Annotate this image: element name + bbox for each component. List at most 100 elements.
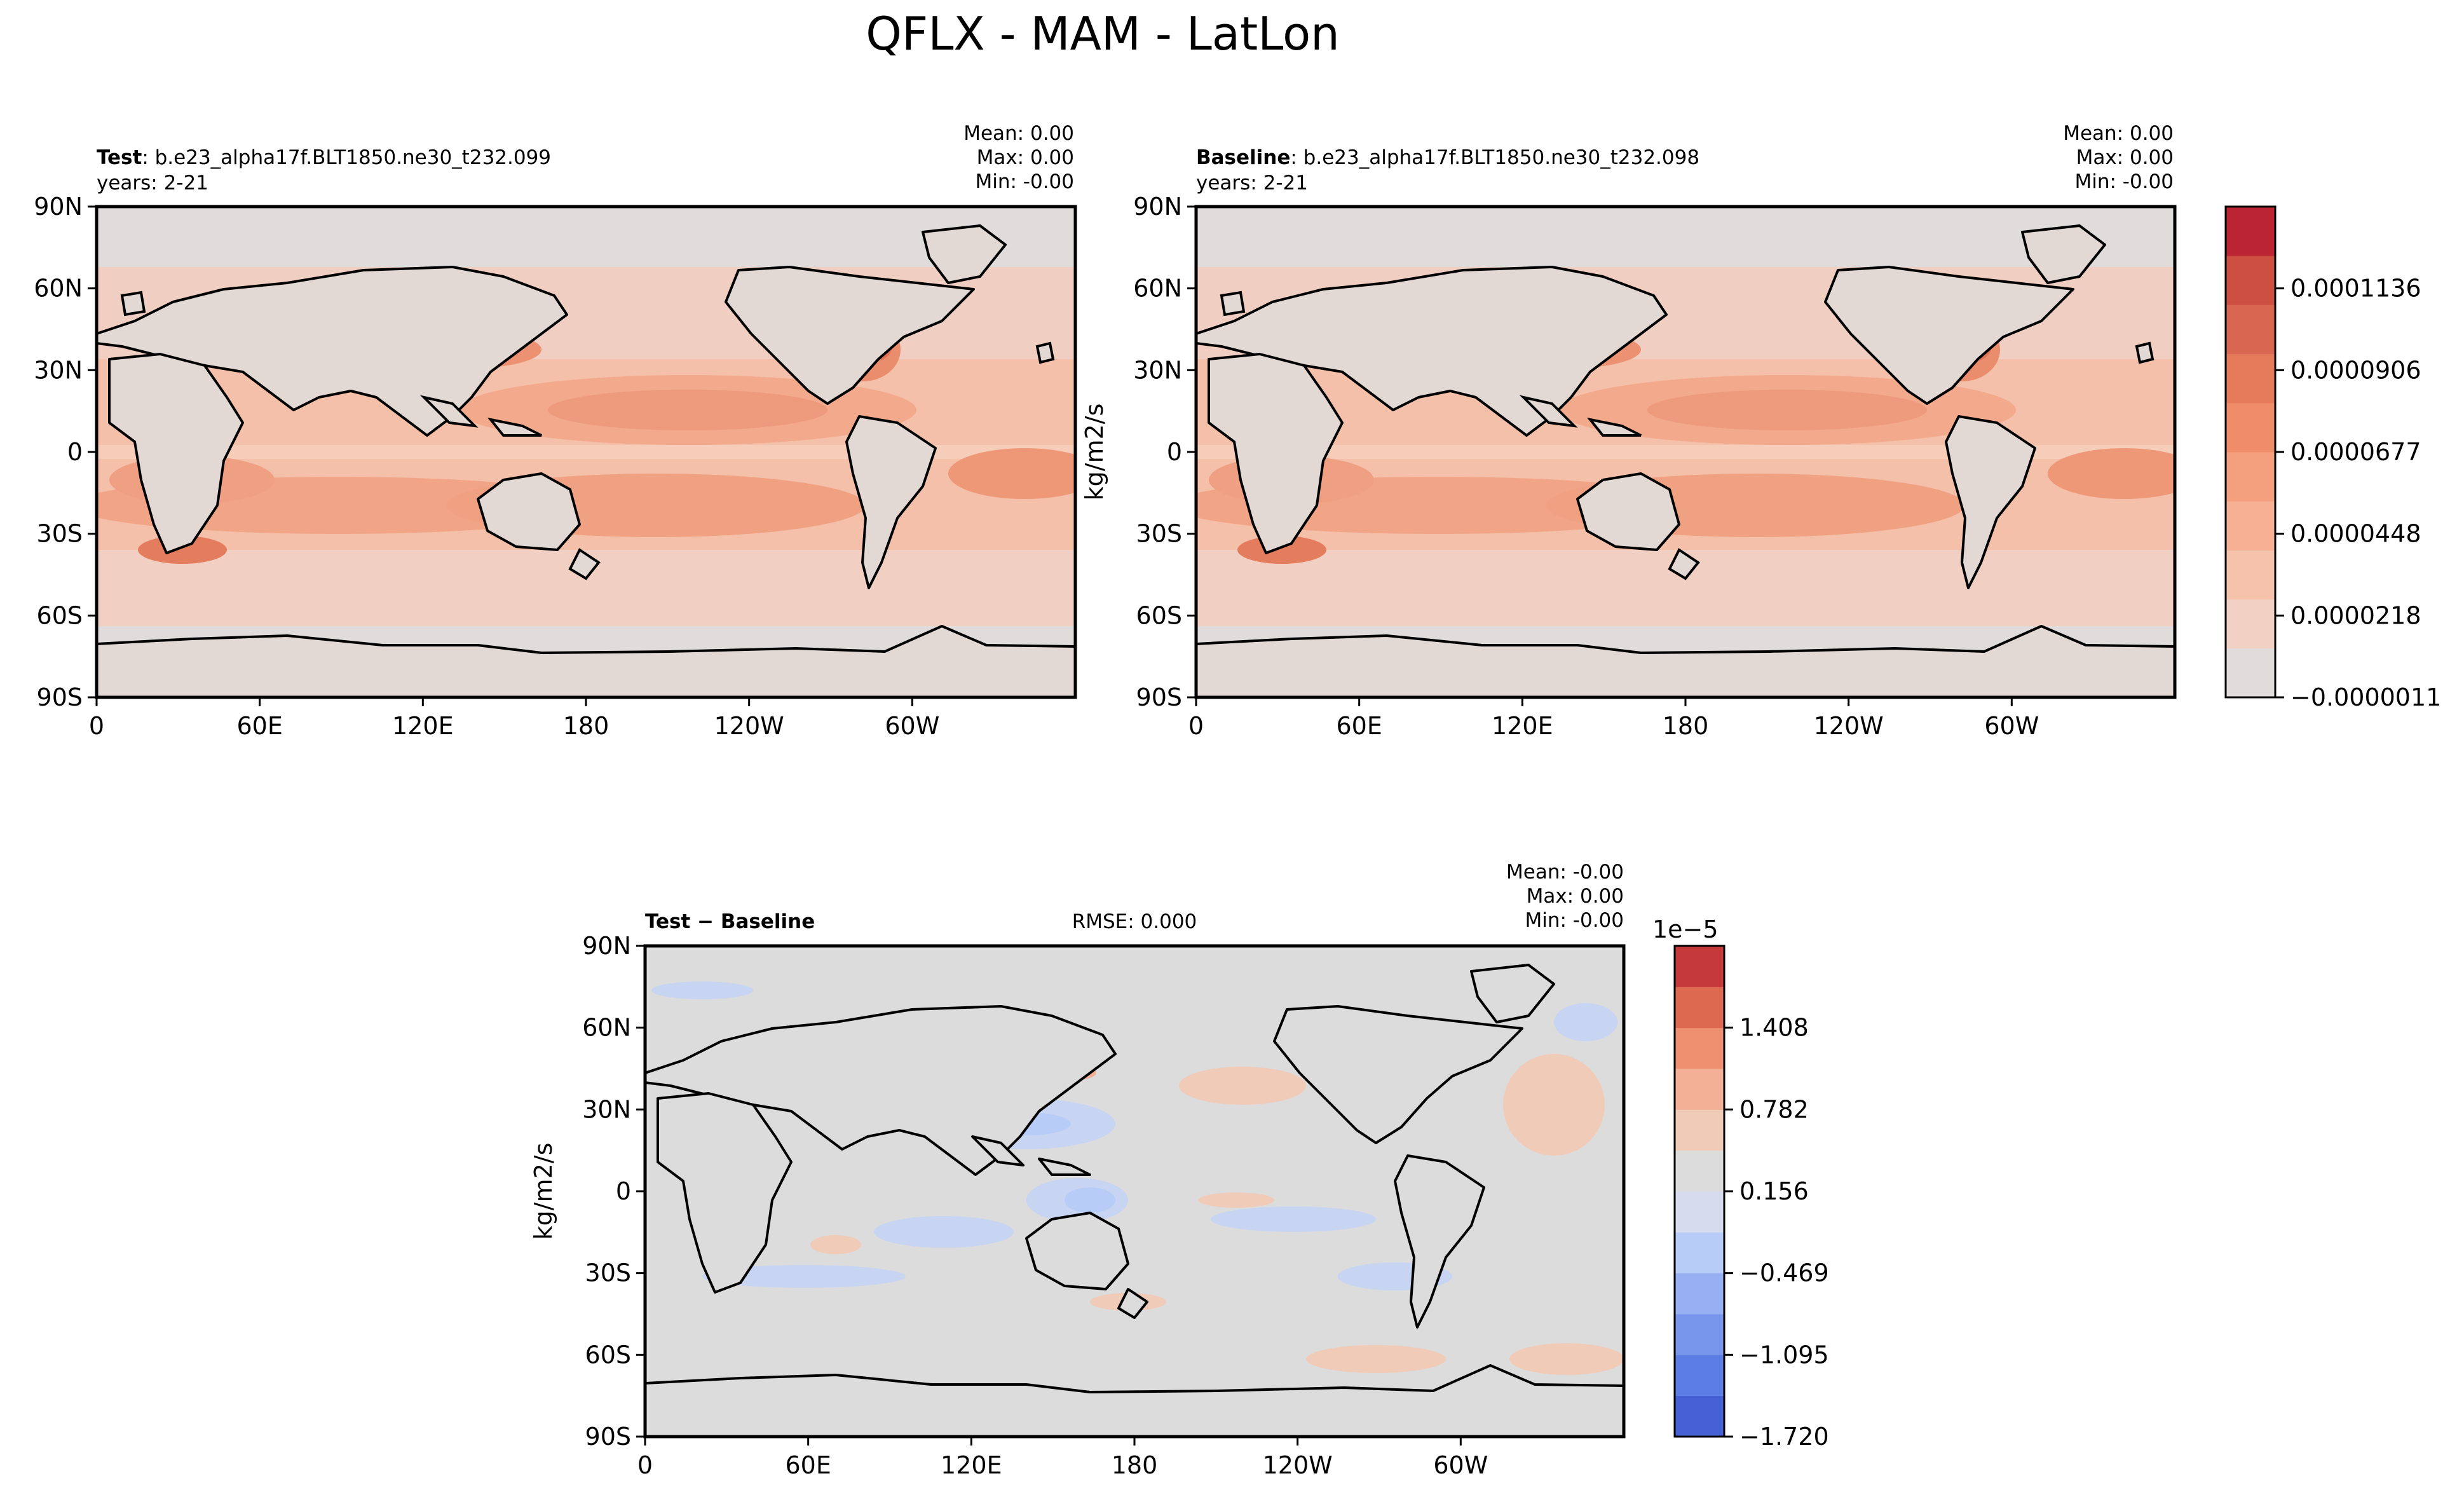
panel-baseline-label: Baseline: b.e23_alpha17f.BLT1850.ne30_t2… — [1196, 146, 1699, 169]
panel-baseline-ytick-label: 60N — [1133, 275, 1182, 303]
panel-diff-ytick-label: 0 — [616, 1177, 631, 1205]
colorbar-bottom-segment — [1675, 987, 1724, 1029]
panel-baseline-ytick-label: 30S — [1136, 520, 1182, 548]
panel-baseline-ytick-label: 60S — [1136, 601, 1182, 629]
panel-baseline-ytick-label: 90S — [1136, 683, 1182, 711]
panel-diff-xtick-label: 60W — [1433, 1451, 1488, 1479]
panel-diff-ylabel: kg/m2/s — [529, 1143, 557, 1240]
colorbar-bottom-tick-label: −0.469 — [1739, 1259, 1829, 1287]
panel-diff-min: Min: -0.00 — [1525, 909, 1624, 932]
panel-test-ytick-label: 60N — [34, 275, 83, 303]
panel-baseline-xtick-label: 60E — [1336, 712, 1382, 740]
panel-baseline-mean: Mean: 0.00 — [2063, 122, 2174, 145]
colorbar-top-segment — [2226, 207, 2275, 256]
panel-test-ytick-label: 60S — [37, 601, 83, 629]
colorbar-top-segment — [2226, 599, 2275, 649]
panel-diff-ytick-label: 90N — [582, 932, 631, 960]
colorbar-bottom: 1e−5 1.408 0.782 0.156 −0.469 −1.095 −1.720 — [1652, 915, 1829, 1451]
panel-diff-xtick-label: 180 — [1112, 1451, 1158, 1479]
panel-baseline-ytick-label: 30N — [1133, 356, 1182, 384]
panel-test-ytick-label: 30S — [37, 520, 83, 548]
panel-baseline-label-bold: Baseline — [1196, 146, 1290, 169]
colorbar-top-segment — [2226, 550, 2275, 600]
colorbar-top-segment — [2226, 402, 2275, 453]
panel-test-xtick-label: 120W — [714, 712, 784, 740]
colorbar-bottom-segment — [1675, 946, 1724, 987]
panel-diff-max: Max: 0.00 — [1527, 885, 1624, 908]
panel-test-ytick-label: 90N — [34, 193, 83, 221]
panel-diff-xtick-label: 0 — [637, 1451, 653, 1479]
colorbar-bottom-segment — [1675, 1027, 1724, 1069]
colorbar-top-segment — [2226, 256, 2275, 305]
panel-baseline-xtick-label: 0 — [1188, 712, 1204, 740]
panel-baseline-map — [1196, 207, 2175, 697]
panel-test-mean: Mean: 0.00 — [963, 122, 1074, 145]
panel-baseline-min: Min: -0.00 — [2074, 170, 2174, 193]
panel-baseline-xtick-label: 120W — [1814, 712, 1884, 740]
panel-test-xtick-label: 60E — [236, 712, 282, 740]
colorbar-bottom-tick-label: −1.720 — [1739, 1423, 1829, 1451]
panel-diff-label: Test − Baseline — [645, 910, 815, 933]
panel-test: Test: b.e23_alpha17f.BLT1850.ne30_t232.0… — [34, 122, 1077, 740]
colorbar-top-tick-label: 0.0001136 — [2290, 275, 2421, 303]
colorbar-top-tick-label: 0.0000448 — [2290, 520, 2421, 548]
colorbar-bottom-segment — [1675, 1150, 1724, 1192]
panel-test-min: Min: -0.00 — [975, 170, 1074, 193]
figure-title: QFLX - MAM - LatLon — [866, 7, 1340, 60]
panel-test-map — [97, 207, 1075, 697]
panel-baseline-ytick-label: 90N — [1133, 193, 1182, 221]
panel-diff: Test − Baseline RMSE: 0.000 Mean: -0.00 … — [529, 861, 1626, 1479]
panel-baseline-ytick-label: 0 — [1167, 438, 1182, 466]
colorbar-top: 0.0001136 0.0000906 0.0000677 0.0000448 0.00… — [2224, 205, 2441, 711]
panel-baseline-xtick-label: 120E — [1492, 712, 1553, 740]
colorbar-top-tick-label: −0.0000011 — [2290, 683, 2441, 711]
colorbar-top-tick-label: 0.0000218 — [2290, 601, 2421, 629]
panel-test-max: Max: 0.00 — [977, 146, 1074, 169]
colorbar-top-segment — [2226, 304, 2275, 355]
colorbar-bottom-tick-label: 1.408 — [1739, 1014, 1809, 1042]
panel-diff-xtick-label: 120W — [1263, 1451, 1333, 1479]
panel-test-xtick-label: 0 — [89, 712, 104, 740]
colorbar-bottom-segment — [1675, 1232, 1724, 1274]
panel-diff-ytick-label: 60S — [585, 1341, 631, 1369]
panel-test-label-rest: : b.e23_alpha17f.BLT1850.ne30_t232.099 — [142, 146, 551, 169]
colorbar-top-segment — [2226, 648, 2275, 698]
colorbar-bottom-segment — [1675, 1109, 1724, 1151]
panel-diff-axes: 0 60E 120E 180 120W 60W 90N 60N 30N 0 30S 60S 90S — [582, 932, 1488, 1479]
colorbar-top-segment — [2226, 452, 2275, 502]
panel-test-xtick-label: 180 — [563, 712, 609, 740]
colorbar-bottom-tick-label: 0.782 — [1739, 1095, 1809, 1123]
panel-baseline-max: Max: 0.00 — [2076, 146, 2174, 169]
panel-diff-xtick-label: 120E — [941, 1451, 1002, 1479]
panel-diff-ytick-label: 30N — [582, 1095, 631, 1123]
panel-diff-ytick-label: 60N — [582, 1014, 631, 1042]
colorbar-top-tick-label: 0.0000677 — [2290, 438, 2421, 466]
panel-test-ytick-label: 0 — [67, 438, 83, 466]
colorbar-top-tick-label: 0.0000906 — [2290, 356, 2421, 384]
colorbar-bottom-tick-label: −1.095 — [1739, 1341, 1829, 1369]
panel-baseline-xtick-label: 180 — [1663, 712, 1709, 740]
panel-diff-mean: Mean: -0.00 — [1506, 861, 1624, 884]
panel-test-years: years: 2-21 — [97, 172, 208, 195]
colorbar-bottom-segment — [1675, 1314, 1724, 1355]
colorbar-bottom-tick-label: 0.156 — [1739, 1177, 1809, 1205]
panel-baseline-ylabel: kg/m2/s — [1080, 404, 1108, 501]
colorbar-bottom-segment — [1675, 1395, 1724, 1437]
panel-test-ytick-label: 30N — [34, 356, 83, 384]
panel-baseline-label-rest: : b.e23_alpha17f.BLT1850.ne30_t232.098 — [1290, 146, 1699, 169]
panel-test-xtick-label: 60W — [885, 712, 939, 740]
panel-baseline-axes: 0 60E 120E 180 120W 60W 90N 60N 30N 0 30S 60S 90S — [1133, 193, 2039, 740]
colorbar-bottom-segment — [1675, 1273, 1724, 1315]
panel-diff-map — [645, 946, 1624, 1437]
panel-test-ytick-label: 90S — [37, 683, 83, 711]
panel-test-label-bold: Test — [97, 146, 142, 169]
colorbar-top-segment — [2226, 501, 2275, 550]
panel-baseline-years: years: 2-21 — [1196, 172, 1308, 195]
colorbar-bottom-segment — [1675, 1191, 1724, 1233]
panel-test-label: Test: b.e23_alpha17f.BLT1850.ne30_t232.0… — [97, 146, 551, 169]
panel-diff-ytick-label: 30S — [585, 1259, 631, 1287]
panel-baseline: Baseline: b.e23_alpha17f.BLT1850.ne30_t2… — [1080, 122, 2177, 740]
panel-diff-ytick-label: 90S — [585, 1423, 631, 1451]
panel-baseline-xtick-label: 60W — [1984, 712, 2039, 740]
